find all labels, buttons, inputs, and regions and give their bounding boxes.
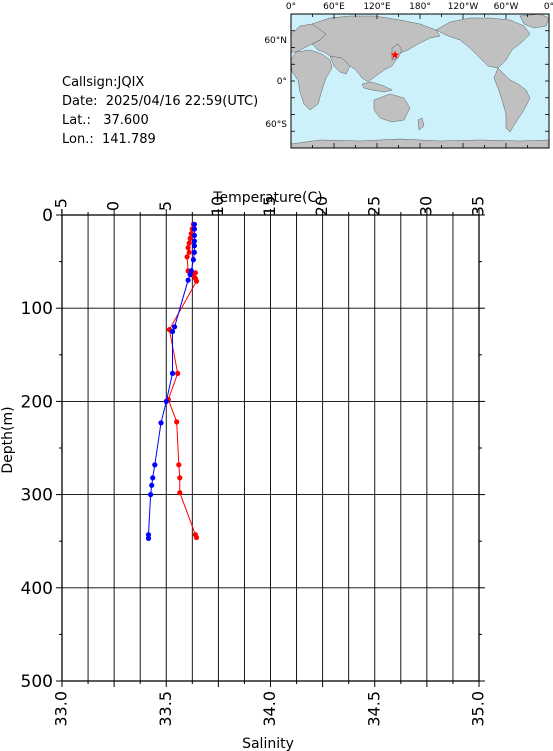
map-ticks: [290, 13, 550, 149]
star-icon: [390, 50, 400, 59]
land-africa: [291, 49, 333, 111]
map-latitude-label: 60°N: [264, 36, 287, 46]
land-india: [329, 55, 351, 75]
map-longitude-label: 120°W: [448, 2, 479, 12]
land-greenland: [519, 14, 549, 29]
map-latitude-label: 60°S: [265, 120, 287, 130]
date-row: Date: 2025/04/16 22:59(UTC): [62, 92, 258, 111]
lat-row: Lat.: 37.600: [62, 111, 258, 130]
land-south-america: [493, 67, 531, 133]
map-left-labels: 60°N 0° 60°S: [264, 36, 287, 130]
map-longitude-label: 0°: [544, 2, 553, 12]
land-australia: [373, 93, 411, 123]
map-land: [291, 14, 549, 148]
map-longitude-label: 180°: [409, 2, 431, 12]
callsign-label: Callsign:: [62, 75, 118, 90]
lon-value: 141.789: [102, 132, 156, 147]
land-new-zealand: [417, 117, 425, 131]
land-indonesia: [361, 81, 393, 93]
map-longitude-label: 60°W: [494, 2, 519, 12]
lon-label: Lon.:: [62, 132, 94, 147]
station-info: Callsign:JQIX Date: 2025/04/16 22:59(UTC…: [62, 73, 258, 149]
map-top-labels: 0° 60°E 120°E 180° 120°W 60°W 0°: [286, 2, 553, 12]
map-latitude-label: 0°: [277, 77, 287, 87]
land-north-america: [435, 17, 531, 69]
callsign-row: Callsign:JQIX: [62, 73, 258, 92]
lon-row: Lon.: 141.789: [62, 130, 258, 149]
map-longitude-label: 60°E: [323, 2, 345, 12]
date-value: 2025/04/16 22:59(UTC): [105, 94, 259, 109]
lat-value: 37.600: [103, 113, 149, 128]
map-longitude-label: 120°E: [363, 2, 391, 12]
date-label: Date:: [62, 94, 98, 109]
callsign-value: JQIX: [117, 75, 145, 90]
lat-label: Lat.:: [62, 113, 91, 128]
map-longitude-label: 0°: [286, 2, 296, 12]
